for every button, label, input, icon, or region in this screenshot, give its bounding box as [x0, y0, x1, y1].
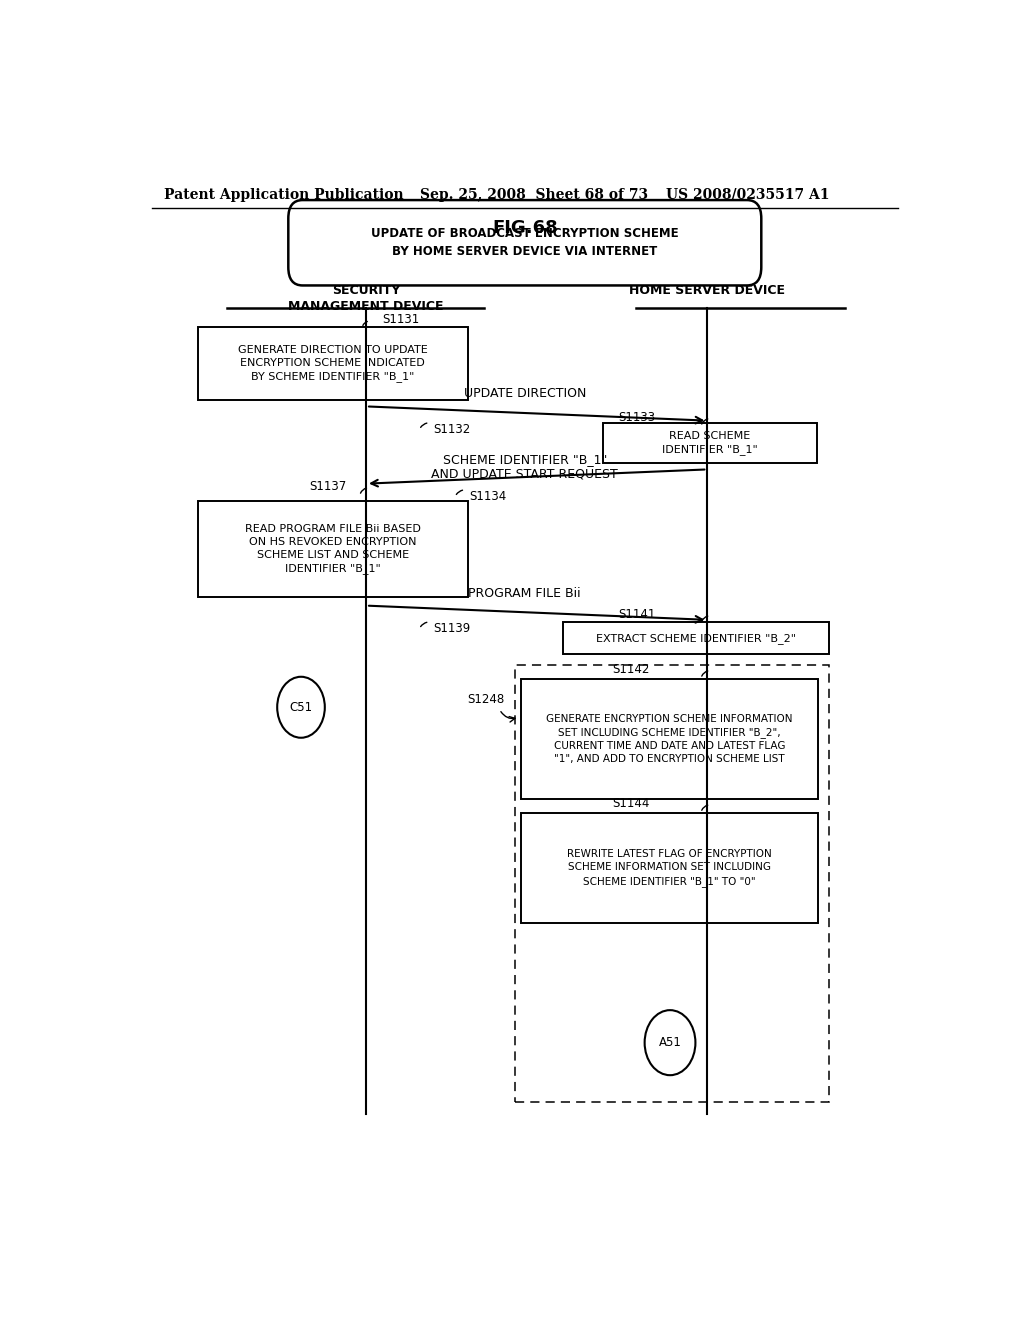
Bar [602, 422, 817, 463]
FancyBboxPatch shape [289, 201, 761, 285]
Text: SCHEME IDENTIFIER "B_1": SCHEME IDENTIFIER "B_1" [442, 453, 607, 466]
Text: S1132: S1132 [433, 422, 471, 436]
Text: READ PROGRAM FILE Bii BASED
ON HS REVOKED ENCRYPTION
SCHEME LIST AND SCHEME
IDEN: READ PROGRAM FILE Bii BASED ON HS REVOKE… [245, 524, 421, 574]
Text: REWRITE LATEST FLAG OF ENCRYPTION
SCHEME INFORMATION SET INCLUDING
SCHEME IDENTI: REWRITE LATEST FLAG OF ENCRYPTION SCHEME… [567, 849, 772, 887]
Bar [521, 813, 818, 923]
Text: S1139: S1139 [433, 622, 471, 635]
Text: PROGRAM FILE Bii: PROGRAM FILE Bii [469, 586, 581, 599]
Bar [563, 622, 828, 655]
Text: GENERATE ENCRYPTION SCHEME INFORMATION
SET INCLUDING SCHEME IDENTIFIER "B_2",
CU: GENERATE ENCRYPTION SCHEME INFORMATION S… [547, 714, 793, 764]
Text: S1248: S1248 [468, 693, 505, 706]
Bar [198, 327, 468, 400]
Text: S1142: S1142 [612, 663, 649, 676]
Bar [521, 678, 818, 799]
Text: UPDATE DIRECTION: UPDATE DIRECTION [464, 387, 586, 400]
Text: A51: A51 [658, 1036, 681, 1049]
Text: S1133: S1133 [618, 411, 655, 424]
Text: FIG.68: FIG.68 [492, 219, 558, 236]
Text: US 2008/0235517 A1: US 2008/0235517 A1 [666, 187, 829, 202]
Text: Sep. 25, 2008  Sheet 68 of 73: Sep. 25, 2008 Sheet 68 of 73 [420, 187, 648, 202]
Text: S1131: S1131 [382, 313, 419, 326]
Text: C51: C51 [290, 701, 312, 714]
Text: S1144: S1144 [612, 797, 649, 810]
Text: HOME SERVER DEVICE: HOME SERVER DEVICE [630, 284, 785, 297]
Bar [515, 664, 828, 1102]
Text: SECURITY
MANAGEMENT DEVICE: SECURITY MANAGEMENT DEVICE [289, 284, 443, 313]
Text: UPDATE OF BROADCAST ENCRYPTION SCHEME
BY HOME SERVER DEVICE VIA INTERNET: UPDATE OF BROADCAST ENCRYPTION SCHEME BY… [371, 227, 679, 259]
Bar [198, 500, 468, 598]
Text: S1134: S1134 [469, 490, 507, 503]
Text: S1141: S1141 [618, 607, 655, 620]
Text: READ SCHEME
IDENTIFIER "B_1": READ SCHEME IDENTIFIER "B_1" [662, 430, 758, 455]
Text: Patent Application Publication: Patent Application Publication [164, 187, 403, 202]
Text: AND UPDATE START REQUEST: AND UPDATE START REQUEST [431, 467, 618, 480]
Text: S1137: S1137 [309, 479, 346, 492]
Text: GENERATE DIRECTION TO UPDATE
ENCRYPTION SCHEME INDICATED
BY SCHEME IDENTIFIER "B: GENERATE DIRECTION TO UPDATE ENCRYPTION … [238, 345, 428, 383]
Text: EXTRACT SCHEME IDENTIFIER "B_2": EXTRACT SCHEME IDENTIFIER "B_2" [596, 632, 796, 644]
